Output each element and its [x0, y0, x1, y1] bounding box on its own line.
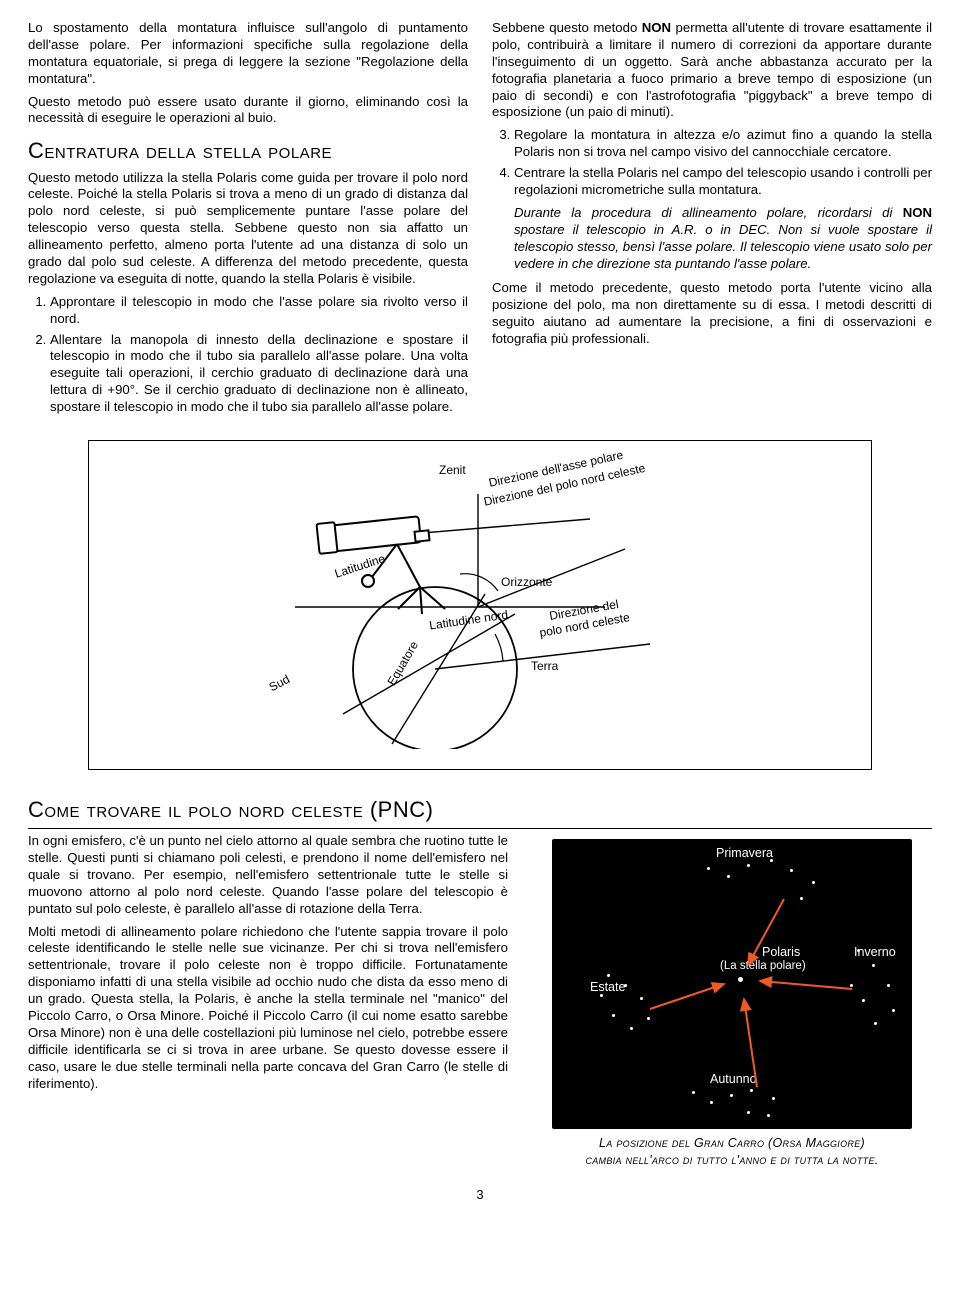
star-chart-arrows [552, 839, 912, 1129]
top-left-column: Lo spostamento della montatura influisce… [28, 20, 468, 422]
label-orizzonte: Orizzonte [501, 575, 552, 590]
step-2: Allentare la manopola di innesto della d… [50, 332, 468, 416]
star-chart-caption: La posizione del Gran Carro (Orsa Maggio… [532, 1135, 932, 1169]
heading-pnc: Come trovare il polo nord celeste (PNC) [28, 796, 932, 824]
intro-paragraph-1: Lo spostamento della montatura influisce… [28, 20, 468, 88]
centratura-paragraph: Questo metodo utilizza la stella Polaris… [28, 170, 468, 288]
method-note-paragraph: Sebbene questo metodo NON permetta all'u… [492, 20, 932, 121]
step-4: Centrare la stella Polaris nel campo del… [514, 165, 932, 199]
pnc-section: In ogni emisfero, c'è un punto nel cielo… [28, 833, 932, 1169]
step-3: Regolare la montatura in altezza e/o azi… [514, 127, 932, 161]
pnc-paragraph-1: In ogni emisfero, c'è un punto nel cielo… [28, 833, 508, 917]
pnc-paragraph-2: Molti metodi di allineamento polare rich… [28, 924, 508, 1093]
label-terra: Terra [531, 659, 558, 674]
label-zenit: Zenit [439, 463, 466, 478]
centratura-steps-right: Regolare la montatura in altezza e/o azi… [492, 127, 932, 199]
intro-paragraph-2: Questo metodo può essere usato durante i… [28, 94, 468, 128]
star-chart: Primavera Inverno Estate Autunno Polaris… [552, 839, 912, 1129]
page-number: 3 [28, 1187, 932, 1204]
heading-centratura: Centratura della stella polare [28, 137, 468, 165]
top-right-column: Sebbene questo metodo NON permetta all'u… [492, 20, 932, 422]
alignment-warning-italic: Durante la procedura di allineamento pol… [514, 205, 932, 273]
step-1: Approntare il telescopio in modo che l'a… [50, 294, 468, 328]
telescope-alignment-diagram: Zenit Direzione dell'asse polare Direzio… [88, 440, 872, 770]
method-closing-paragraph: Come il metodo precedente, questo metodo… [492, 280, 932, 348]
star-chart-column: Primavera Inverno Estate Autunno Polaris… [532, 833, 932, 1169]
pnc-text-column: In ogni emisfero, c'è un punto nel cielo… [28, 833, 508, 1169]
section-divider [28, 828, 932, 829]
top-two-column-section: Lo spostamento della montatura influisce… [28, 20, 932, 422]
centratura-steps-left: Approntare il telescopio in modo che l'a… [28, 294, 468, 416]
diagram-svg [160, 459, 800, 749]
